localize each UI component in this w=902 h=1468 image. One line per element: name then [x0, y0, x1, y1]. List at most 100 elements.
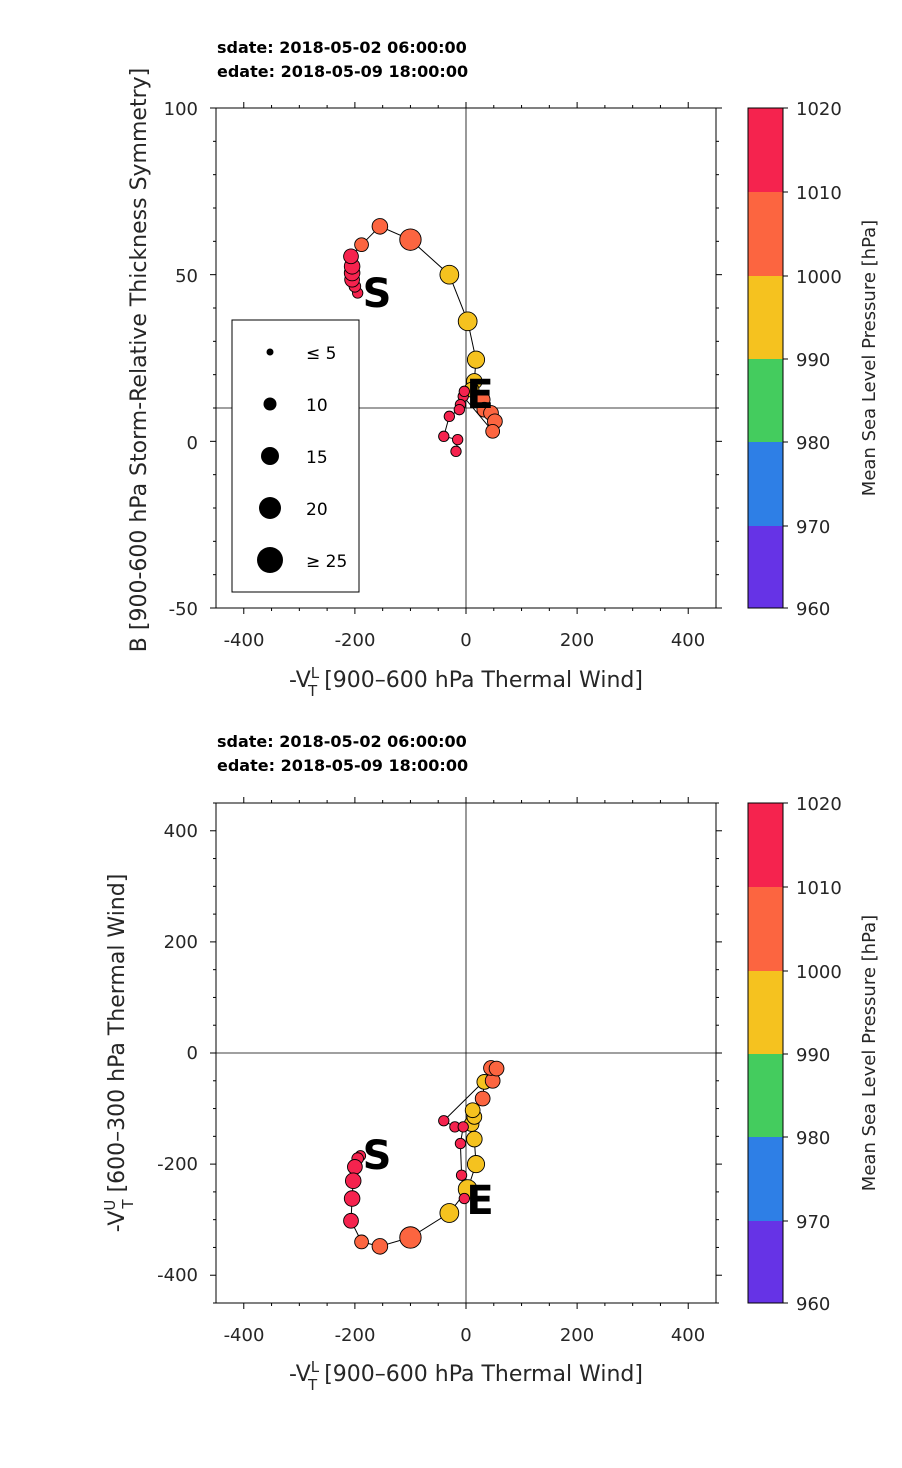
- y-tick-label: 0: [187, 433, 198, 454]
- colorbar-segment: [748, 108, 783, 192]
- colorbar-tick-label: 1000: [796, 267, 842, 288]
- x-tick-label: -200: [335, 630, 376, 651]
- data-point: [457, 1121, 469, 1133]
- y-tick-label: 50: [175, 266, 198, 287]
- data-point: [466, 1155, 486, 1174]
- colorbar-tick-label: 960: [796, 599, 830, 620]
- chart-1: sdate: 2018-05-02 06:00:00 edate: 2018-0…: [127, 38, 880, 700]
- data-point: [452, 434, 464, 446]
- data-point: [399, 1226, 422, 1249]
- data-point: [488, 1060, 505, 1077]
- colorbar-tick-label: 1020: [796, 794, 842, 815]
- colorbar-segment: [748, 192, 783, 276]
- x-tick-label: 200: [560, 630, 594, 651]
- start-marker: S: [363, 1133, 392, 1179]
- data-point: [474, 1090, 491, 1107]
- sdate-label: sdate: 2018-05-02 06:00:00: [217, 732, 467, 751]
- x-tick-label: 0: [460, 1325, 471, 1346]
- end-marker: E: [466, 372, 493, 418]
- x-tick-label: -400: [224, 1325, 265, 1346]
- data-point: [371, 218, 389, 235]
- y-tick-label: 0: [187, 1043, 198, 1064]
- data-point: [344, 1172, 362, 1190]
- x-tick-label: 200: [560, 1325, 594, 1346]
- data-point: [457, 311, 478, 332]
- y-tick-label: 100: [164, 99, 198, 120]
- chart-2: sdate: 2018-05-02 06:00:00 edate: 2018-0…: [101, 732, 880, 1394]
- colorbar-tick-label: 980: [796, 433, 830, 454]
- colorbar-tick-label: 1010: [796, 183, 842, 204]
- colorbar-segment: [748, 1137, 783, 1221]
- legend-label: ≥ 25: [306, 552, 347, 572]
- edate-label: edate: 2018-05-09 18:00:00: [217, 62, 468, 81]
- colorbar-tick-label: 1000: [796, 962, 842, 983]
- colorbar-segment: [748, 1221, 783, 1303]
- legend-label: 10: [306, 396, 328, 416]
- colorbar-segment: [748, 359, 783, 442]
- y-tick-label: -400: [157, 1265, 198, 1286]
- data-point: [455, 1169, 468, 1181]
- chart-1-ticks: [210, 102, 722, 614]
- colorbar-frame: [747, 802, 784, 1304]
- colorbar-tick-label: 970: [796, 517, 830, 538]
- chart-2-data: [216, 803, 716, 1303]
- data-point: [343, 1190, 361, 1207]
- colorbar-tick-label: 960: [796, 1294, 830, 1315]
- y-axis-label: B [900-600 hPa Storm-Relative Thickness …: [127, 68, 152, 652]
- y-axis-label: -VUT [600–300 hPa Thermal Wind]: [101, 874, 137, 1233]
- x-tick-label: 0: [460, 630, 471, 651]
- colorbar-segment: [748, 276, 783, 359]
- data-point: [343, 1212, 359, 1229]
- sdate-label: sdate: 2018-05-02 06:00:00: [217, 38, 467, 57]
- colorbar-segment: [748, 887, 783, 971]
- colorbar: 1020 1010 1000 990 980 970 960 Mean Sea …: [747, 794, 880, 1315]
- legend-label: ≤ 5: [306, 344, 336, 364]
- y-tick-label: -200: [157, 1154, 198, 1175]
- chart-1-data: [216, 108, 716, 608]
- colorbar-segment: [748, 803, 783, 887]
- colorbar-ticks: [783, 802, 788, 1304]
- legend-marker: [266, 348, 274, 356]
- data-point: [453, 404, 465, 416]
- colorbar-segment: [748, 526, 783, 608]
- data-point: [354, 237, 369, 253]
- legend-marker: [261, 447, 279, 465]
- data-point: [347, 1159, 363, 1175]
- data-point: [466, 1130, 483, 1148]
- x-tick-label: 400: [671, 1325, 705, 1346]
- data-point: [354, 1234, 369, 1250]
- data-point: [443, 410, 455, 422]
- colorbar-segment: [748, 442, 783, 526]
- x-tick-label: -400: [224, 630, 265, 651]
- end-marker: E: [466, 1178, 493, 1224]
- data-point: [439, 1203, 460, 1223]
- legend-marker: [263, 397, 277, 411]
- data-point: [454, 1137, 467, 1150]
- legend-marker: [259, 497, 281, 519]
- colorbar-tick-label: 990: [796, 1045, 830, 1066]
- y-tick-label: 200: [164, 932, 198, 953]
- data-point: [464, 1102, 481, 1119]
- colorbar-ticks: [783, 107, 788, 609]
- colorbar-label: Mean Sea Level Pressure [hPa]: [859, 220, 880, 496]
- colorbar: 1020 1010 1000 990 980 970 960 Mean Sea …: [747, 99, 880, 620]
- edate-label: edate: 2018-05-09 18:00:00: [217, 756, 468, 775]
- x-tick-label: -200: [335, 1325, 376, 1346]
- colorbar-tick-label: 970: [796, 1212, 830, 1233]
- legend-label: 15: [306, 448, 328, 468]
- legend-box: [231, 319, 360, 593]
- data-point: [458, 1192, 470, 1205]
- colorbar-tick-label: 990: [796, 350, 830, 371]
- data-point: [343, 248, 359, 265]
- y-tick-label: -50: [169, 599, 198, 620]
- x-axis-label: -VL T [900–600 hPa Thermal Wind]: [289, 1358, 643, 1394]
- data-point: [399, 228, 422, 251]
- colorbar-tick-label: 980: [796, 1128, 830, 1149]
- size-legend: ≤ 5 10 15 20 ≥ 25: [231, 319, 360, 593]
- data-point: [485, 423, 501, 439]
- data-point: [438, 430, 450, 442]
- data-point: [458, 385, 470, 397]
- data-point: [371, 1238, 389, 1255]
- colorbar-tick-label: 1010: [796, 878, 842, 899]
